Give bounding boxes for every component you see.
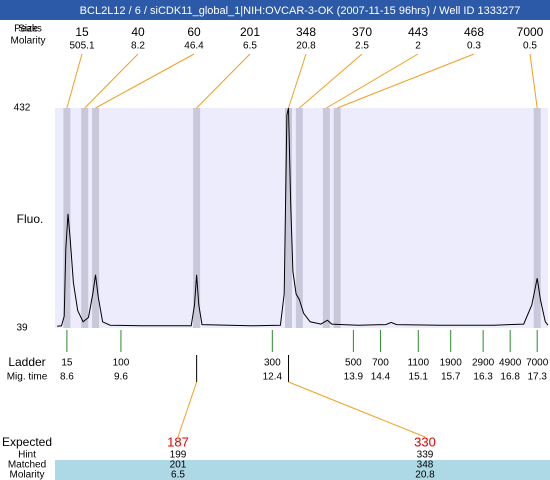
chart-title: BCL2L12 / 6 / siCDK11_global_1|NIH:OVCAR… — [80, 5, 521, 17]
molarity-label: Molarity — [10, 36, 45, 47]
title-bar — [0, 0, 550, 20]
peak-connector — [336, 53, 475, 109]
peak-connector — [326, 53, 419, 109]
expected-size: 187 — [167, 434, 189, 449]
ladder-time: 16.8 — [500, 372, 520, 383]
ladder-time: 12.4 — [263, 372, 283, 383]
matched-molarity: 6.5 — [171, 470, 185, 480]
ladder-time: 16.3 — [473, 372, 493, 383]
peak-band — [322, 108, 330, 328]
ladder-size: 1900 — [440, 358, 463, 369]
matched-size: 348 — [417, 460, 434, 471]
peak-band — [333, 108, 341, 328]
peak-size: 60 — [187, 25, 201, 39]
peak-connector — [95, 53, 195, 109]
trace — [57, 107, 549, 327]
peak-band — [193, 108, 201, 328]
size-label: Size — [18, 24, 38, 35]
matched-molarity: 20.8 — [415, 470, 435, 480]
y-tick-label: 432 — [14, 103, 31, 114]
peak-band — [92, 108, 100, 328]
peak-molarity: 20.8 — [296, 41, 316, 52]
peak-size: 201 — [240, 25, 260, 39]
match-connector — [177, 381, 198, 438]
peak-molarity: 6.5 — [243, 41, 257, 52]
peak-molarity: 2.5 — [355, 41, 369, 52]
peak-size: 370 — [352, 25, 372, 39]
peak-size: 15 — [75, 25, 89, 39]
ladder-time: 13.9 — [344, 372, 364, 383]
ladder-label: Ladder — [8, 355, 45, 369]
expected-label: Expected — [2, 435, 52, 449]
peak-band — [533, 108, 541, 328]
peak-connector — [288, 53, 307, 109]
ladder-time: 15.1 — [409, 372, 429, 383]
peak-band — [285, 108, 293, 328]
peak-size: 7000 — [517, 25, 544, 39]
ladder-size: 1100 — [408, 358, 430, 369]
peak-band — [81, 108, 89, 328]
peak-connector — [299, 53, 363, 109]
ladder-size: 2900 — [472, 358, 495, 369]
ladder-size: 100 — [113, 358, 130, 369]
hint-size: 199 — [170, 450, 187, 461]
ladder-size: 4900 — [499, 358, 522, 369]
peak-molarity: 46.4 — [184, 41, 204, 52]
peak-size: 348 — [296, 25, 316, 39]
ladder-size: 500 — [345, 358, 362, 369]
peak-molarity: 505.1 — [69, 41, 94, 52]
peak-band — [63, 108, 71, 328]
peak-band — [295, 108, 303, 328]
y-axis-label: Fluo. — [17, 212, 44, 226]
ladder-time: 9.6 — [114, 372, 128, 383]
molarity-label-bottom: Molarity — [9, 470, 44, 480]
expected-size: 330 — [414, 434, 436, 449]
mig-time-label: Mig. time — [7, 372, 48, 383]
peak-connector — [84, 53, 139, 109]
ladder-time: 15.7 — [441, 372, 461, 383]
hint-label: Hint — [18, 450, 36, 461]
peak-connector — [196, 53, 251, 109]
y-tick-label: 39 — [16, 323, 28, 334]
peak-molarity: 2 — [415, 41, 421, 52]
molarity-row — [55, 470, 550, 480]
peak-molarity: 0.5 — [523, 41, 537, 52]
ladder-size: 15 — [61, 358, 73, 369]
ladder-time: 17.3 — [527, 372, 547, 383]
peak-size: 40 — [131, 25, 145, 39]
peak-size: 468 — [464, 25, 484, 39]
peak-connector — [529, 53, 538, 109]
ladder-size: 300 — [264, 358, 281, 369]
ladder-size: 700 — [372, 358, 389, 369]
peaks-label: Peaks — [14, 24, 42, 35]
matched-row — [55, 460, 550, 470]
peak-molarity: 8.2 — [131, 41, 145, 52]
peak-molarity: 0.3 — [467, 41, 481, 52]
peak-size: 443 — [408, 25, 428, 39]
ladder-size: 7000 — [526, 358, 549, 369]
ladder-time: 8.6 — [60, 372, 74, 383]
hint-size: 339 — [417, 450, 434, 461]
matched-label: Matched — [8, 460, 46, 471]
ladder-time: 14.4 — [371, 372, 391, 383]
match-connector — [288, 381, 426, 438]
peak-connector — [66, 53, 83, 109]
matched-size: 201 — [170, 460, 187, 471]
